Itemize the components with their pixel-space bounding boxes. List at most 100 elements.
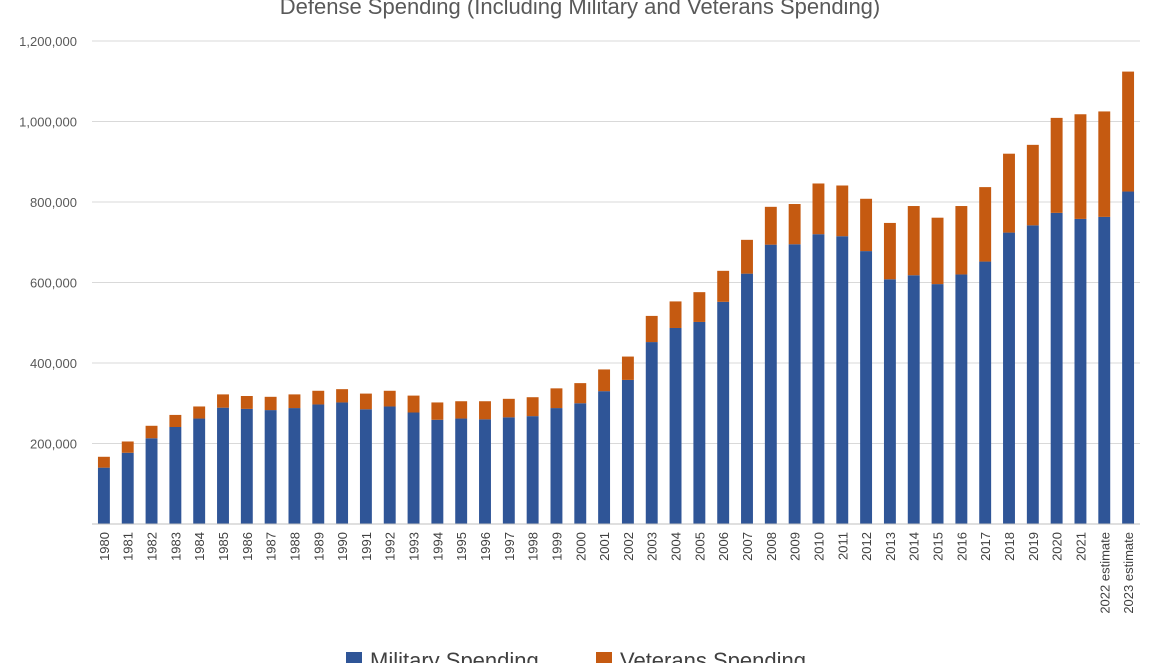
x-tick-label: 2005: [692, 532, 707, 561]
bar-military-spending: [1122, 191, 1135, 524]
bar-military-spending: [479, 419, 491, 524]
bar-military-spending: [598, 391, 611, 524]
x-tick-label: 2014: [907, 532, 922, 561]
bar-military-spending: [526, 416, 539, 524]
x-tick-label: 1995: [454, 532, 469, 561]
x-tick-label: 1988: [287, 532, 302, 561]
bar-veterans-spending: [383, 390, 396, 407]
y-tick-label: 200,000: [30, 437, 77, 452]
bar-veterans-spending: [598, 369, 611, 392]
bar-veterans-spending: [1098, 111, 1111, 217]
y-tick-label: 1,200,000: [19, 34, 77, 49]
x-tick-label: 1992: [383, 532, 398, 561]
legend-label: Veterans Spending: [620, 648, 806, 663]
bar-veterans-spending: [717, 270, 730, 302]
x-tick-label: 2020: [1050, 532, 1065, 561]
x-tick-label: 1983: [168, 532, 183, 561]
x-tick-label: 2019: [1026, 532, 1041, 561]
bar-veterans-spending: [169, 414, 182, 427]
x-tick-label: 2013: [883, 532, 898, 561]
bar-military-spending: [836, 236, 849, 524]
bar-military-spending: [359, 409, 372, 524]
bar-veterans-spending: [1074, 114, 1087, 219]
bar-veterans-spending: [455, 401, 468, 419]
x-tick-label: 2018: [1002, 532, 1017, 561]
bar-veterans-spending: [217, 394, 229, 408]
bars: [97, 71, 1135, 525]
bar-military-spending: [407, 412, 420, 524]
x-tick-label: 2010: [811, 532, 826, 561]
bar-military-spending: [1098, 216, 1111, 524]
x-tick-label: 1991: [359, 532, 374, 561]
bar-veterans-spending: [836, 185, 849, 237]
bar-military-spending: [383, 406, 396, 524]
x-tick-label: 2003: [645, 532, 660, 561]
bar-military-spending: [860, 251, 873, 525]
x-tick-label: 1989: [311, 532, 326, 561]
bar-military-spending: [621, 379, 634, 524]
x-tick-label: 2001: [597, 532, 612, 561]
bar-military-spending: [193, 418, 206, 524]
x-tick-label: 1980: [97, 532, 112, 561]
legend-swatch: [346, 652, 362, 668]
x-tick-label: 1987: [264, 532, 279, 561]
x-tick-label: 1986: [240, 532, 255, 561]
bar-veterans-spending: [97, 456, 110, 468]
bar-veterans-spending: [764, 206, 777, 245]
bar-veterans-spending: [193, 406, 206, 419]
x-tick-label: 2017: [978, 532, 993, 561]
x-tick-label: 1985: [216, 532, 231, 561]
bar-military-spending: [431, 419, 444, 524]
legend-swatch: [596, 652, 612, 668]
bar-veterans-spending: [312, 390, 325, 405]
x-tick-label: 2007: [740, 532, 755, 561]
bar-veterans-spending: [741, 239, 753, 274]
bar-veterans-spending: [931, 217, 944, 285]
bar-military-spending: [883, 279, 896, 524]
bar-military-spending: [669, 327, 682, 524]
bar-veterans-spending: [669, 301, 682, 328]
bar-veterans-spending: [907, 206, 920, 276]
y-tick-label: 1,000,000: [19, 115, 77, 130]
bar-veterans-spending: [1003, 153, 1015, 233]
x-tick-label: 2015: [931, 532, 946, 561]
bar-military-spending: [169, 426, 182, 524]
bar-veterans-spending: [288, 394, 301, 409]
bar-veterans-spending: [955, 206, 968, 275]
bar-veterans-spending: [359, 393, 372, 410]
bar-military-spending: [693, 321, 706, 524]
bar-military-spending: [574, 403, 587, 524]
bar-military-spending: [955, 274, 968, 524]
x-tick-label: 1993: [407, 532, 422, 561]
bar-veterans-spending: [431, 402, 444, 420]
x-tick-label: 1981: [121, 532, 136, 561]
bar-veterans-spending: [526, 397, 539, 417]
bar-veterans-spending: [121, 441, 134, 453]
y-tick-label: 800,000: [30, 195, 77, 210]
legend: Military Spending Veterans Spending: [346, 648, 806, 668]
x-tick-label: 2023 estimate: [1121, 532, 1136, 614]
bar-veterans-spending: [407, 395, 420, 413]
bar-veterans-spending: [788, 204, 801, 245]
bar-veterans-spending: [645, 315, 658, 343]
bar-military-spending: [312, 404, 325, 524]
y-tick-label: 400,000: [30, 356, 77, 371]
x-tick-label: 2006: [716, 532, 731, 561]
x-tick-label: 2008: [764, 532, 779, 561]
x-tick-label: 1982: [145, 532, 160, 561]
bar-veterans-spending: [621, 356, 634, 380]
bar-military-spending: [97, 467, 110, 524]
x-tick-label: 2002: [621, 532, 636, 561]
x-tick-label: 1990: [335, 532, 350, 561]
bar-military-spending: [1050, 212, 1063, 524]
bar-veterans-spending: [1050, 117, 1063, 213]
bar-veterans-spending: [1122, 71, 1135, 192]
bar-veterans-spending: [264, 396, 277, 411]
bar-military-spending: [264, 410, 277, 524]
y-tick-label: 600,000: [30, 276, 77, 291]
bar-veterans-spending: [145, 425, 158, 439]
bar-military-spending: [931, 284, 944, 524]
bar-military-spending: [788, 244, 801, 524]
bar-veterans-spending: [479, 401, 491, 420]
